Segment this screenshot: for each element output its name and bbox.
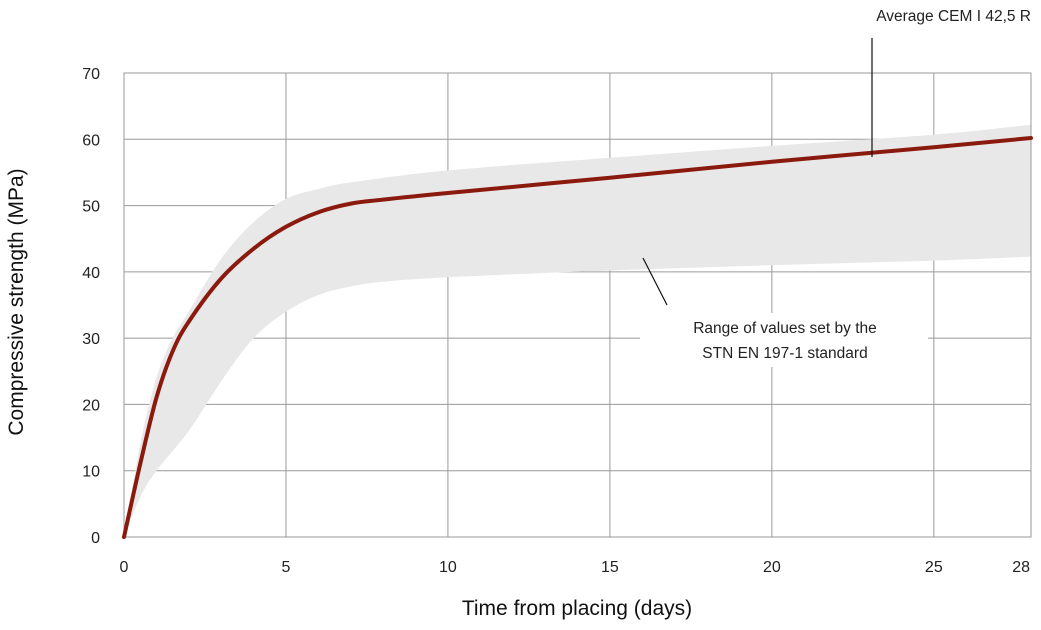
x-axis-title: Time from placing (days) [462, 597, 692, 620]
series-line-average-cem [122, 136, 1033, 539]
y-tick-label: 60 [82, 132, 100, 149]
x-tick-label: 5 [282, 559, 291, 576]
plot-frame [123, 72, 1032, 538]
y-tick-label: 70 [82, 66, 100, 83]
band-label-background [640, 313, 928, 367]
y-axis-title: Compressive strength (MPa) [5, 168, 28, 435]
x-tick-label: 15 [601, 559, 619, 576]
standard-range-band [124, 124, 1031, 537]
x-tick-label: 10 [439, 559, 457, 576]
tick-labels: 0 10 20 30 40 50 60 70 0 5 10 15 20 25 28 [82, 66, 1030, 576]
x-tick-label: 28 [1012, 559, 1030, 576]
y-tick-label: 20 [82, 397, 100, 414]
y-tick-label: 0 [91, 530, 100, 547]
y-tick-label: 10 [82, 464, 100, 481]
band-label-leader [642, 257, 668, 306]
x-tick-label: 0 [120, 559, 129, 576]
series-label: Average CEM I 42,5 R [876, 8, 1031, 25]
x-tick-label: 20 [763, 559, 781, 576]
y-tick-label: 30 [82, 331, 100, 348]
y-tick-label: 40 [82, 265, 100, 282]
x-tick-label: 25 [925, 559, 943, 576]
band-label-line-2: STN EN 197-1 standard [702, 345, 867, 362]
band-label-line-1: Range of values set by the [693, 320, 877, 337]
y-tick-label: 50 [82, 199, 100, 216]
